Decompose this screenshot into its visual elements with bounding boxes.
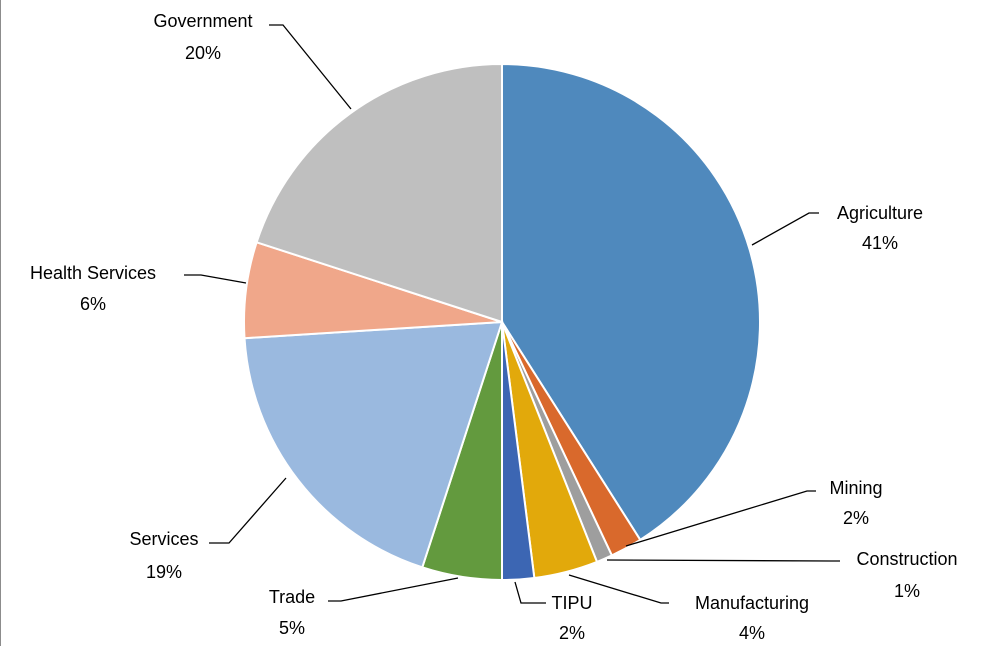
slice-label-services: Services [129,529,198,549]
slice-percent-trade: 5% [279,618,305,638]
slice-label-mining: Mining [829,478,882,498]
slice-agriculture [501,62,761,542]
leader-line-health-services [184,274,247,284]
slice-label-manufacturing: Manufacturing [695,593,809,613]
leader-line-manufacturing [568,574,669,604]
slice-percent-tipu: 2% [559,623,585,643]
slice-percent-services: 19% [146,562,182,582]
leader-line-agriculture [751,212,819,246]
slice-label-health-services: Health Services [30,263,156,283]
leader-line-mining [625,490,816,547]
pie-slices [243,62,761,582]
leader-line-trade [328,577,459,602]
leader-line-tipu [514,581,546,604]
slice-percent-government: 20% [185,43,221,63]
slice-label-construction: Construction [856,549,957,569]
leader-line-services [209,477,287,544]
slice-percent-construction: 1% [894,581,920,601]
slice-label-tipu: TIPU [551,593,592,613]
slice-label-agriculture: Agriculture [837,203,923,223]
slice-labels: Agriculture 41% Mining 2% Construction 1% Manu… [30,11,958,643]
slice-percent-mining: 2% [843,508,869,528]
slice-services [243,320,504,569]
slice-percent-agriculture: 41% [862,233,898,253]
leader-lines [184,24,840,604]
slice-label-trade: Trade [269,587,315,607]
slice-government [255,62,503,324]
leader-line-government [269,24,352,110]
slice-percent-manufacturing: 4% [739,623,765,643]
slice-percent-health-services: 6% [80,294,106,314]
leader-line-construction [606,559,840,562]
slice-label-government: Government [153,11,252,31]
